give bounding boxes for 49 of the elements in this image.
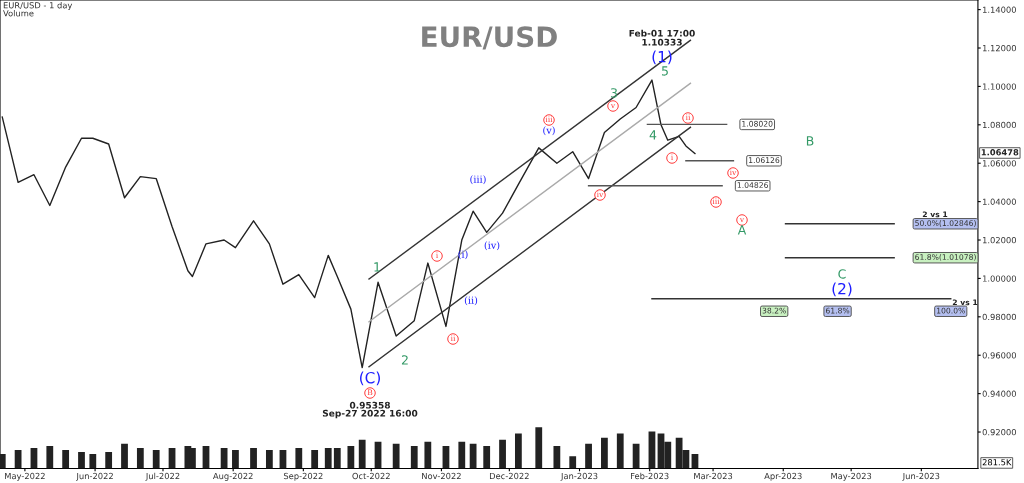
y-tick-label: 1.08000: [983, 121, 1016, 129]
x-tick-label: Jun-2023: [902, 472, 940, 481]
annotation: (2): [832, 282, 852, 297]
annotation: (ii): [464, 296, 478, 306]
x-tick-label: Apr-2023: [764, 472, 802, 481]
x-tick-label: Mar-2023: [694, 472, 733, 480]
x-tick-label: Aug-2022: [212, 472, 253, 481]
x-tick-label: Feb-2023: [631, 472, 669, 480]
annotation: Volume: [3, 9, 34, 17]
y-tick-label: 1.12000: [983, 44, 1016, 52]
annotation: (v): [543, 126, 555, 136]
x-tick-label: May-2022: [5, 472, 45, 481]
x-tick-label: Jul-2022: [145, 472, 180, 481]
x-tick-label: Nov-2022: [422, 472, 461, 480]
text: 1.06478: [981, 149, 1019, 156]
annotation: A: [737, 225, 747, 235]
x-tick-label: Dec-2022: [489, 472, 529, 480]
annotation: Sep-27 2022 16:00: [322, 409, 418, 419]
text: EUR/USD: [422, 26, 557, 50]
annotation: 2: [401, 355, 408, 365]
x-tick-label: Jun-2022: [76, 472, 113, 481]
text: 281.5K: [982, 459, 1012, 466]
y-tick-label: 0.96000: [982, 352, 1016, 359]
x-tick-label: Oct-2022: [352, 472, 390, 480]
annotation: (iv): [484, 241, 500, 251]
y-tick-label: 0.98000: [982, 313, 1016, 321]
y-tick-label: 1.14000: [983, 6, 1016, 13]
annotation: (i): [458, 250, 468, 260]
annotation: B: [806, 136, 814, 146]
annotation: (iii): [470, 175, 486, 185]
annotation: 3: [610, 88, 617, 98]
y-tick-label: 1.00000: [983, 275, 1016, 282]
y-tick-label: 1.10000: [983, 83, 1016, 90]
y-tick-label: 1.02000: [983, 237, 1016, 244]
annotation: Feb-01 17:00: [629, 29, 695, 37]
x-tick-label: Sep-2022: [283, 472, 323, 481]
annotation: 5: [661, 66, 668, 76]
annotation: 1.10333: [642, 38, 682, 46]
y-tick-label: 1.04000: [983, 198, 1016, 205]
annotation: 1: [374, 262, 380, 272]
y-tick-label: 0.92000: [982, 429, 1016, 436]
y-tick-label: 0.94000: [982, 390, 1016, 397]
annotation: 4: [649, 130, 657, 140]
x-tick-label: May-2023: [831, 472, 872, 481]
x-tick-label: Jan-2023: [560, 472, 598, 481]
annotation: (C): [360, 371, 380, 386]
annotation: C: [838, 269, 846, 279]
annotation: 0.95358: [349, 401, 390, 409]
y-tick-label: 1.06000: [983, 160, 1016, 167]
